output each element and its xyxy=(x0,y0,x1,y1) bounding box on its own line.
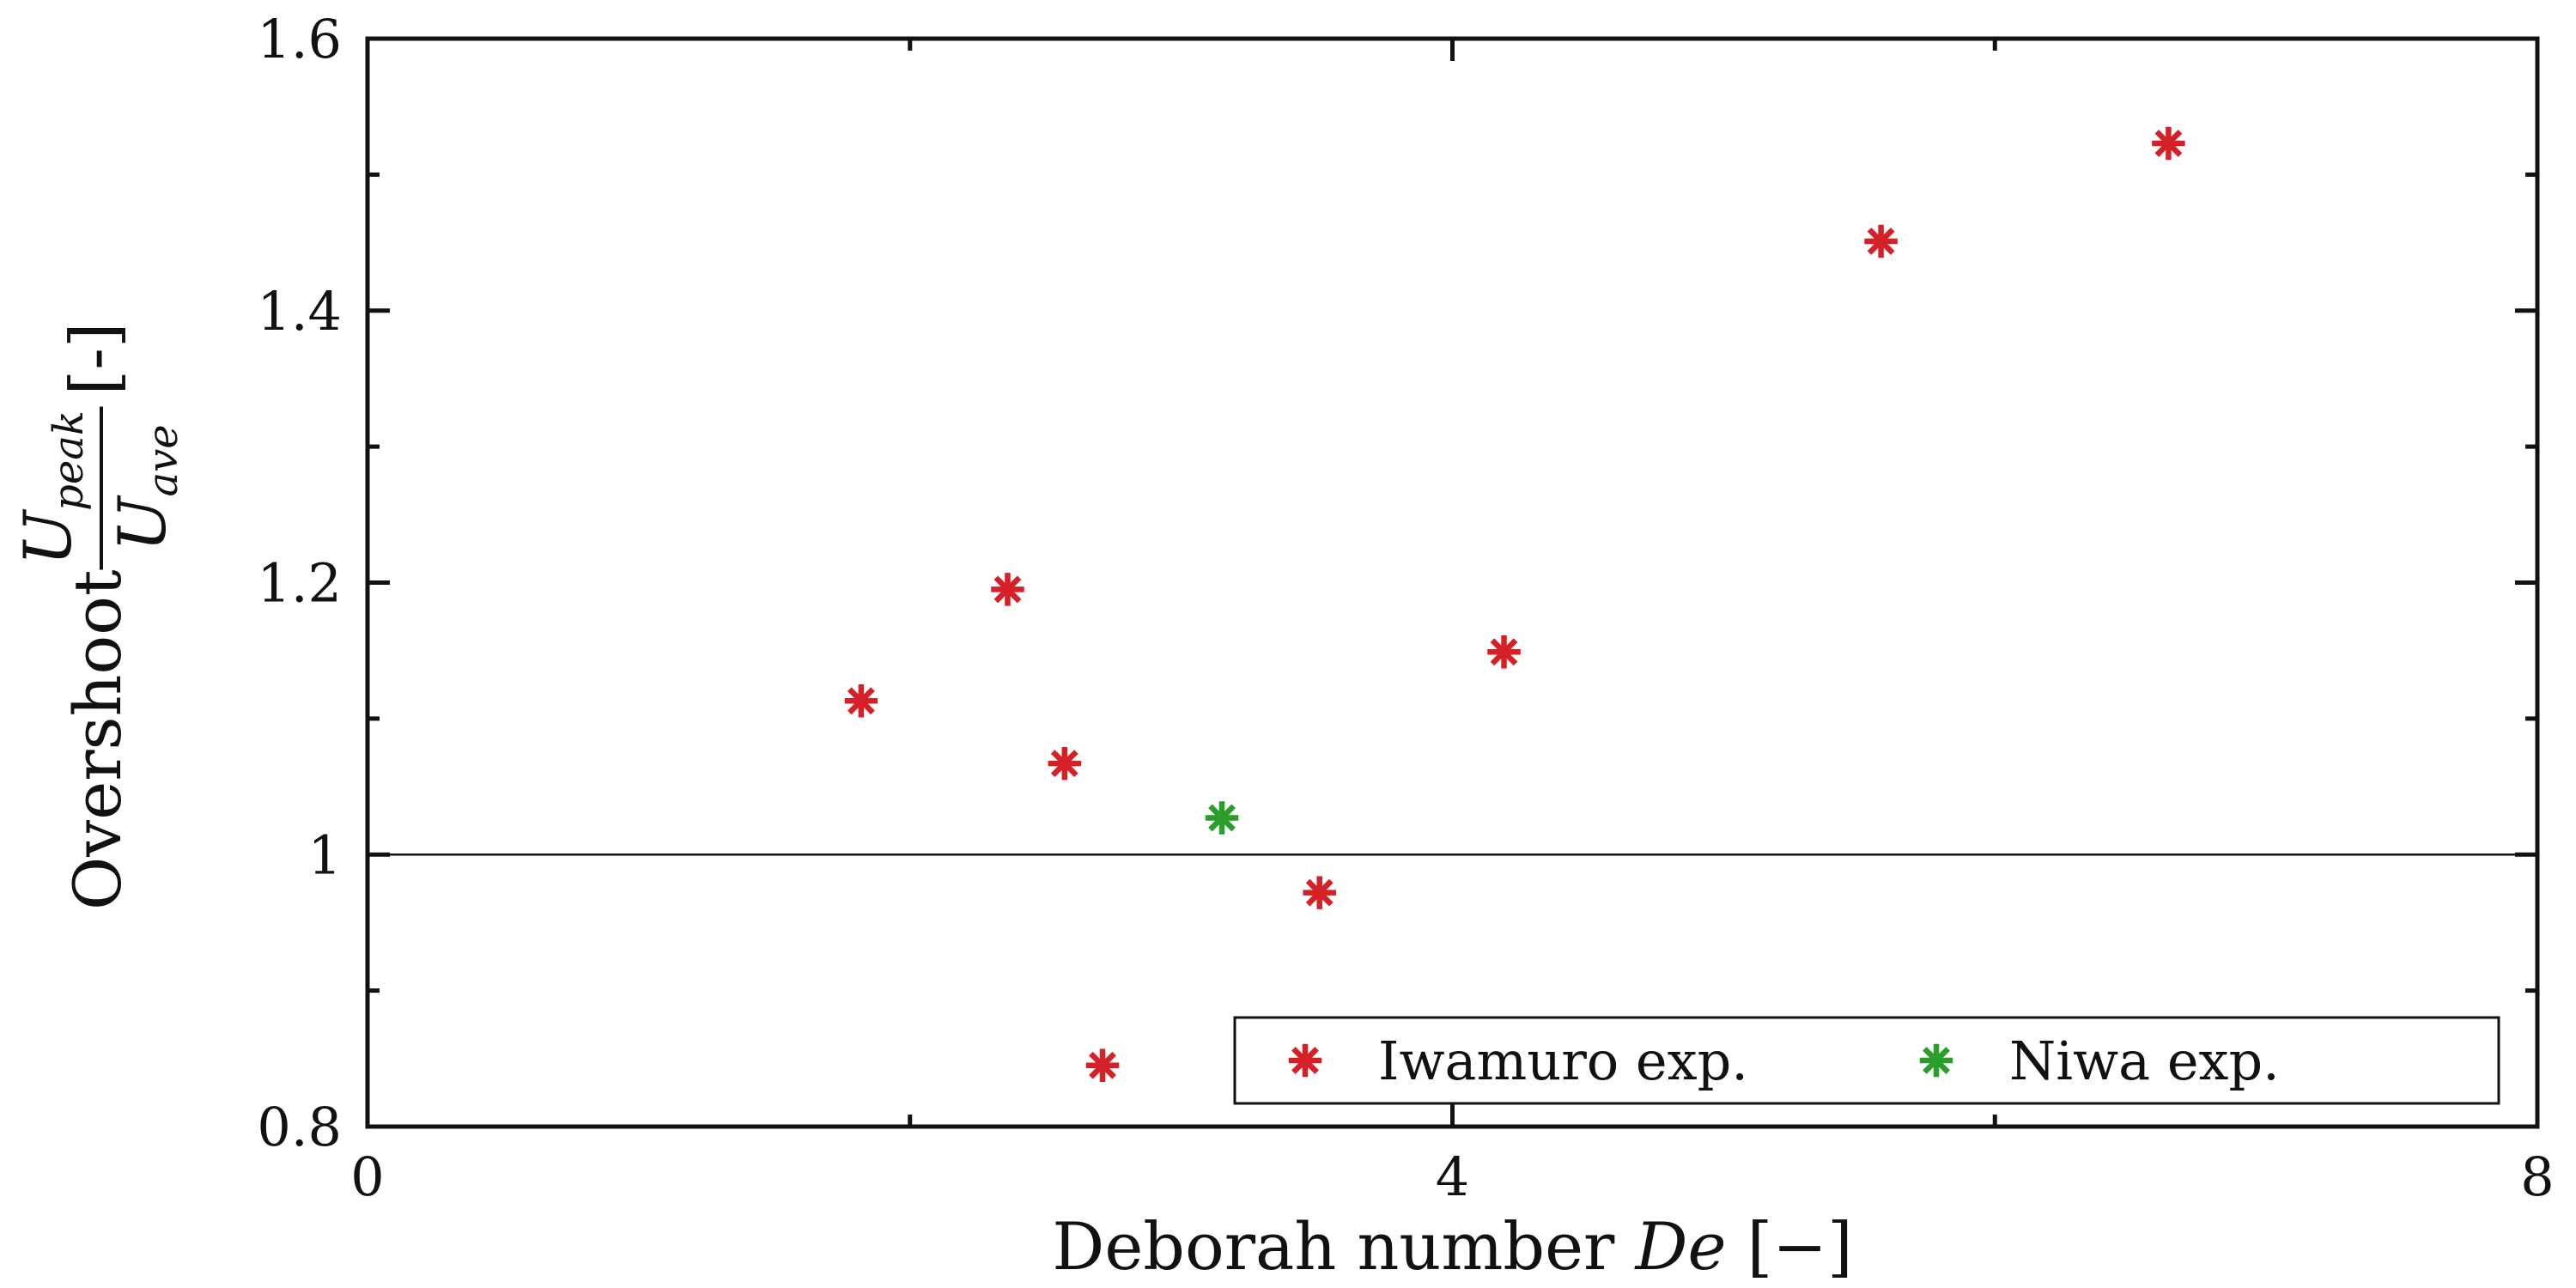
y-axis-title-denominator: Uave xyxy=(104,424,187,551)
tick-labels-layer: 0 4 8 0.8 1 1.2 1.4 1.6 xyxy=(257,8,2554,1208)
data-point-series-0 xyxy=(1303,876,1336,909)
marker-stroke xyxy=(1050,750,1078,778)
x-tick-label: 4 xyxy=(1436,1145,1469,1208)
data-point-series-0 xyxy=(1048,746,1082,781)
x-axis-title: Deborah number De [−] xyxy=(1052,1208,1852,1285)
data-point-series-0 xyxy=(1864,224,1898,258)
marker-stroke xyxy=(1867,228,1895,255)
marker-stroke xyxy=(2154,130,2183,157)
legend: Iwamuro exp. Niwa exp. xyxy=(1233,1016,2500,1105)
x-axis-title-text: Deborah number xyxy=(1052,1208,1635,1285)
y-numerator-subscript: peak xyxy=(45,410,93,511)
y-axis-title: Overshoot Upeak Uave [-] xyxy=(9,322,187,910)
legend-label: Niwa exp. xyxy=(2009,1030,2280,1092)
data-point-series-0 xyxy=(2152,126,2185,161)
y-tick-label: 1.4 xyxy=(257,280,342,343)
x-tick-label: 8 xyxy=(2520,1145,2554,1208)
data-point-series-0 xyxy=(1487,635,1521,669)
data-point-series-1 xyxy=(1205,801,1239,835)
marker-stroke xyxy=(993,575,1022,604)
legend-label: Iwamuro exp. xyxy=(1378,1030,1748,1092)
y-denominator-base: U xyxy=(104,495,180,552)
y-tick-label: 1.6 xyxy=(257,8,342,70)
y-numerator-base: U xyxy=(9,508,86,566)
marker-stroke xyxy=(1089,1051,1116,1079)
y-tick-label: 0.8 xyxy=(257,1096,342,1158)
y-denominator-subscript: ave xyxy=(139,424,187,496)
x-axis-title-unit: [−] xyxy=(1726,1208,1852,1285)
marker-stroke xyxy=(1208,804,1236,832)
marker-stroke xyxy=(1923,1047,1950,1074)
data-points-layer xyxy=(844,126,2185,1082)
legend-marker xyxy=(1919,1043,1953,1078)
tick-marks-layer xyxy=(365,36,2540,1129)
y-tick-label: 1.2 xyxy=(257,552,342,615)
y-axis-title-numerator: Upeak xyxy=(9,410,93,566)
data-point-series-0 xyxy=(991,573,1024,606)
x-tick-label: 0 xyxy=(350,1145,384,1208)
marker-stroke xyxy=(1305,878,1334,907)
legend-box xyxy=(1233,1016,2500,1105)
marker-stroke xyxy=(1291,1047,1319,1074)
marker-stroke xyxy=(1490,638,1518,666)
data-point-series-0 xyxy=(1085,1048,1120,1082)
x-axis-title-symbol: De xyxy=(1634,1208,1727,1285)
plot-frame xyxy=(365,36,2540,1129)
y-tick-label: 1 xyxy=(308,823,342,886)
data-point-series-0 xyxy=(844,684,878,718)
y-axis-title-text: Overshoot xyxy=(59,569,136,910)
marker-stroke xyxy=(847,687,875,715)
legend-marker xyxy=(1288,1043,1322,1078)
y-axis-title-unit: [-] xyxy=(56,322,132,395)
